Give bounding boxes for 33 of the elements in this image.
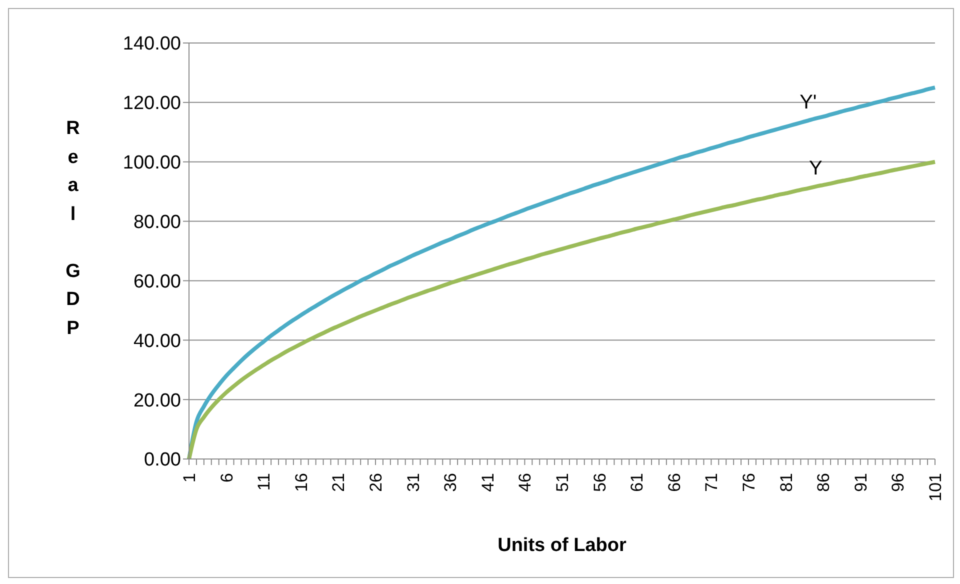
y-tick-label: 40.00 [133,330,181,352]
x-tick-label: 26 [366,473,386,492]
x-tick-label: 81 [776,473,796,492]
x-tick-label: 21 [329,473,348,492]
y-tick-label: 0.00 [144,450,181,471]
x-tick-label: 51 [552,473,572,492]
x-tick-label: 71 [702,473,722,492]
series-label: Y' [800,92,817,114]
y-tick-label: 20.00 [133,390,181,412]
x-tick-label: 31 [404,473,423,492]
y-tick-label: 60.00 [133,271,181,292]
x-tick-label: 101 [926,473,945,502]
x-tick-label: 36 [441,473,460,492]
x-tick-label: 16 [292,473,311,492]
x-tick-label: 1 [180,473,199,482]
x-tick-label: 41 [478,473,498,492]
y-tick-label: 120.00 [122,93,181,114]
x-tick-label: 96 [888,473,908,492]
x-tick-label: 11 [254,473,274,491]
x-tick-label: 46 [516,473,535,492]
text: Real GDP [66,118,80,338]
x-tick-label: 91 [851,473,870,492]
series-label: Y [808,158,822,180]
x-tick-label: 61 [628,473,647,492]
x-tick-label: 66 [664,473,684,492]
x-tick-label: 76 [739,473,758,492]
y-tick-label: 80.00 [133,212,181,234]
x-tick-label: 6 [217,473,236,482]
x-tick-label: 86 [814,473,834,492]
x-tick-label: 56 [590,473,610,492]
y-tick-label: 100.00 [122,152,181,174]
y-tick-label: 140.00 [122,34,181,55]
x-axis-title: Units of Labor [498,535,627,556]
